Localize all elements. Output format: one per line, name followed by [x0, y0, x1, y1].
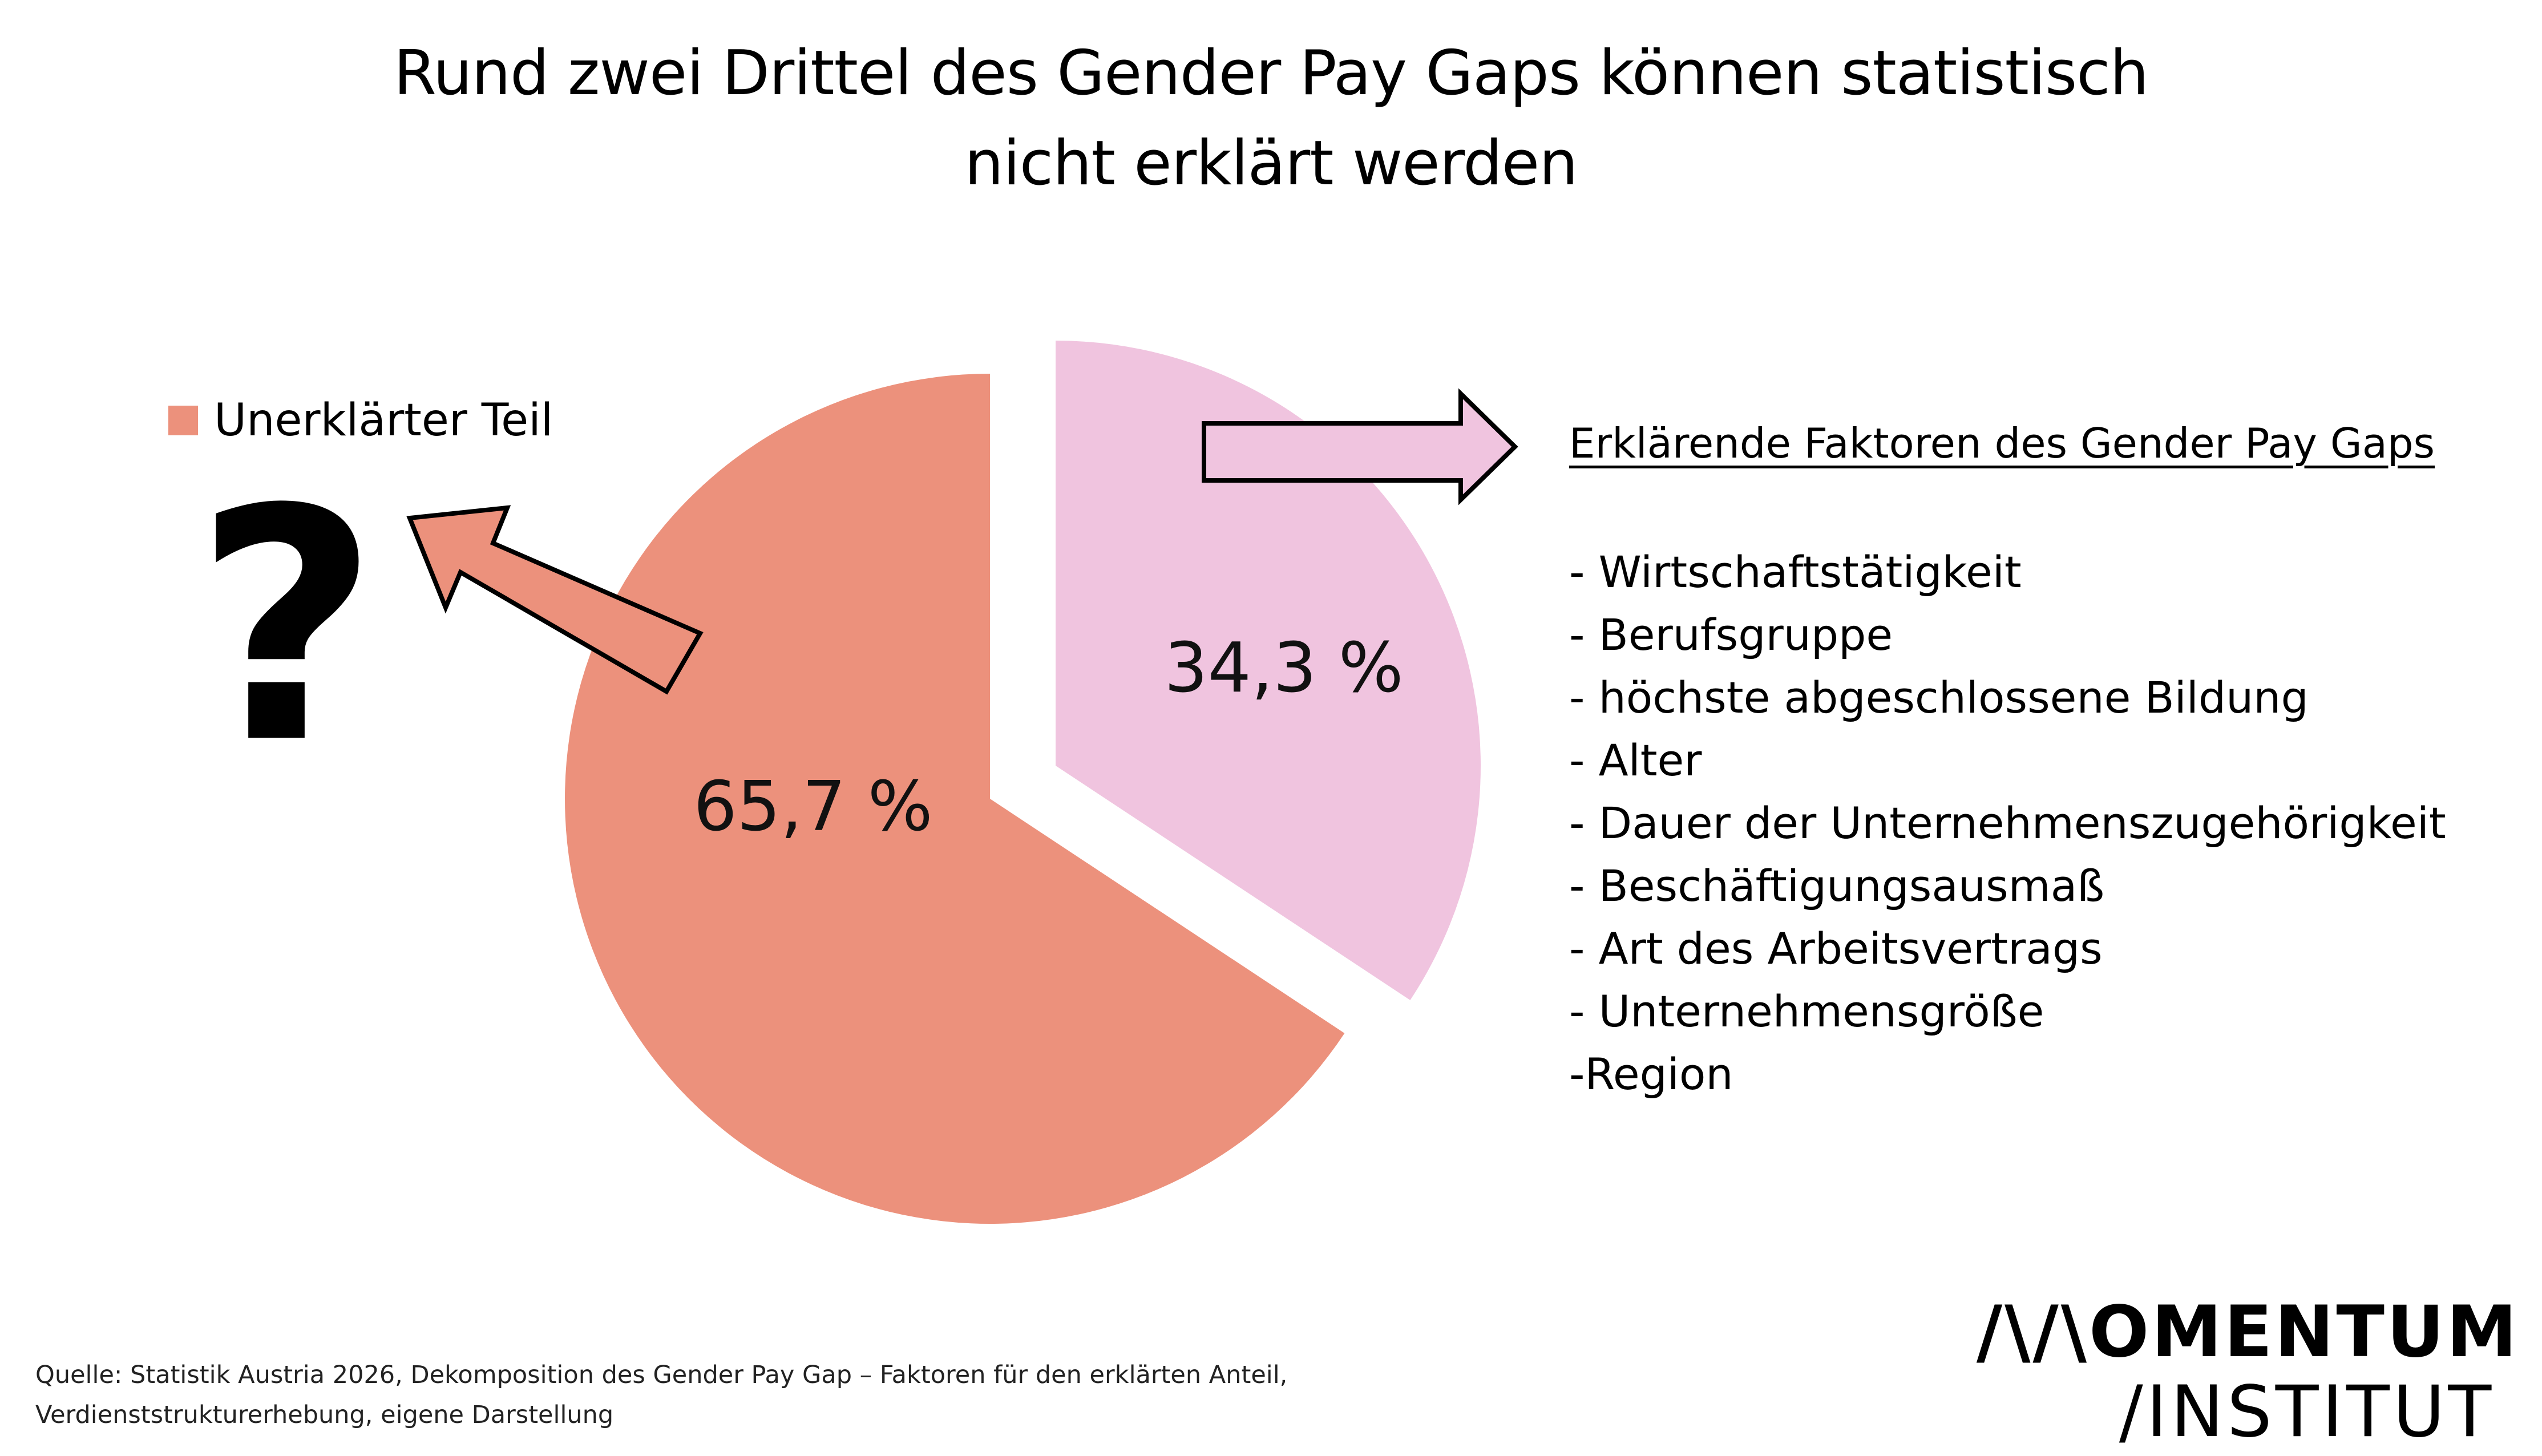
pie-slice-explained	[1056, 341, 1481, 1000]
source-line-1: Quelle: Statistik Austria 2026, Dekompos…	[35, 1361, 1288, 1389]
arrow-left-icon	[406, 505, 704, 695]
list-item: - Unternehmensgröße	[1569, 986, 2044, 1037]
factors-title: Erklärende Faktoren des Gender Pay Gaps	[1569, 419, 2435, 467]
list-item: - höchste abgeschlossene Bildung	[1569, 672, 2309, 723]
legend: Unerklärter Teil	[168, 395, 553, 446]
legend-label-unexplained: Unerklärter Teil	[214, 395, 553, 446]
list-item: - Dauer der Unternehmenszugehörigkeit	[1569, 798, 2446, 848]
source-note: Quelle: Statistik Austria 2026, Dekompos…	[35, 1355, 1287, 1435]
arrow-right-icon	[1202, 388, 1518, 505]
list-item: - Wirtschaftstätigkeit	[1569, 547, 2022, 597]
logo-line-2: /INSTITUT	[2119, 1371, 2495, 1453]
legend-swatch	[168, 406, 198, 435]
pie-slice-unexplained	[565, 374, 1345, 1224]
question-mark-icon: ?	[194, 442, 379, 814]
pie-label-explained: 34,3 %	[1164, 629, 1403, 708]
list-item: -Region	[1569, 1049, 1733, 1099]
chart-title: Rund zwei Drittel des Gender Pay Gaps kö…	[0, 29, 2542, 209]
list-item: - Berufsgruppe	[1569, 609, 1893, 660]
list-item: - Beschäftigungsausmaß	[1569, 860, 2105, 911]
pie-label-unexplained: 65,7 %	[693, 767, 932, 847]
chart-title-line-2: nicht erklärt werden	[964, 128, 1578, 199]
momentum-institut-logo: /\/\OMENTUM /INSTITUT	[1977, 1292, 2519, 1452]
source-line-2: Verdienststrukturerhebung, eigene Darste…	[35, 1401, 614, 1429]
logo-line-1: /\/\OMENTUM	[1976, 1291, 2519, 1373]
list-item: - Art des Arbeitsvertrags	[1569, 923, 2103, 974]
chart-title-line-1: Rund zwei Drittel des Gender Pay Gaps kö…	[393, 38, 2149, 109]
list-item: - Alter	[1569, 735, 1702, 786]
factors-list: - Wirtschaftstätigkeit - Berufsgruppe - …	[1569, 541, 2446, 1106]
